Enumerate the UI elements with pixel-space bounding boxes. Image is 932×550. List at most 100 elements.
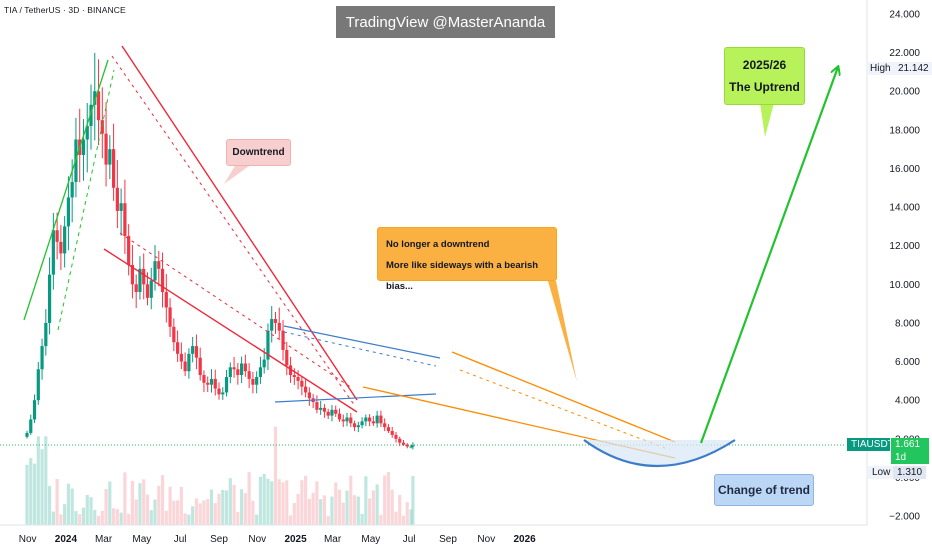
volume-bar [78,514,82,525]
candle [270,306,274,343]
candle-body [70,181,74,198]
candle [360,417,364,429]
change-of-trend-callout[interactable]: Change of trend [714,474,814,506]
candle-body [266,330,270,360]
candle [405,443,409,449]
candle [153,245,157,291]
candle-body [100,120,104,134]
candle-body [194,346,199,358]
candle-body [206,382,210,385]
volume-bar [51,511,55,525]
candle [213,369,217,396]
candle [108,135,112,180]
candle-body [285,349,289,366]
high-value: 21.142 [894,62,932,75]
candle [345,412,349,427]
volume-bar [281,482,285,525]
candle-body [251,378,255,385]
volume-bar [40,449,44,525]
candle [311,393,315,409]
volume-bar [115,509,119,525]
candle [247,363,251,389]
volume-bar [142,479,146,525]
candle [44,309,48,356]
volume-bar [213,503,217,525]
volume-bar [277,479,281,525]
candle-body [32,400,37,420]
uptrend-callout[interactable]: 2025/26 The Uptrend [724,47,805,105]
candle-body [262,359,266,368]
symbol-title[interactable]: TIA / TetherUS · 3D · BINANCE [4,5,126,15]
candle [63,216,67,268]
candle [179,342,183,370]
candle [409,444,413,449]
candle [36,361,40,405]
candle [273,311,278,334]
candle-body [213,378,217,389]
candle-body [315,402,319,410]
candle-body [409,446,413,448]
volume-bar [111,508,116,525]
volume-bar [266,478,270,525]
volume-bar [349,475,353,525]
candle-body [243,363,247,372]
candle [85,103,89,173]
candle-body [36,369,40,401]
candle-body [360,421,364,426]
candle-body [221,392,225,395]
y-tick-label: 6.000 [895,357,920,368]
volume-bar [89,497,93,525]
volume-bar [258,476,263,525]
candle [51,212,55,290]
volume-bar [288,515,293,525]
candle [379,410,383,427]
volume-bar [394,511,398,525]
volume-bar [138,483,142,525]
volume-bar [300,480,304,525]
candle [371,416,375,426]
y-tick-label: 10.000 [889,280,920,291]
x-tick-label: Sep [439,534,457,545]
candle-body [164,292,168,308]
volume-bar [236,511,240,525]
candle [66,176,71,251]
blue-triangle-lower [274,393,437,403]
x-tick-label: May [361,534,380,545]
volume-bar [153,499,157,525]
volume-bar [326,516,330,525]
x-tick-label: 2025 [284,534,307,545]
last-price-value: 1.661 [891,438,929,451]
candle-body [236,369,240,376]
candle [326,408,330,419]
downtrend-callout[interactable]: Downtrend [226,139,291,166]
candle [194,334,199,370]
volume-bars [25,426,415,525]
volume-bar [322,495,327,525]
red-downtrend-upper [121,45,358,401]
candle-body [183,361,187,372]
candle-body [383,423,387,428]
candle [202,370,206,393]
candle-body [29,419,33,433]
candle-body [93,91,97,105]
volume-bar [285,480,289,525]
candle-body [273,319,278,323]
candle-body [371,421,375,424]
volume-bar [127,513,131,525]
volume-bar [47,486,52,525]
sideways-callout[interactable]: No longer a downtrend More like sideways… [377,227,557,292]
volume-bar [70,488,74,525]
volume-bar [183,513,187,525]
candle-body [228,367,232,377]
y-tick-label: 22.000 [889,48,920,59]
candle-body [145,284,150,298]
x-tick-label: 2024 [55,534,78,545]
candle-body [375,415,379,424]
candle [228,362,232,384]
y-tick-label: 8.000 [895,318,920,329]
volume-bar [198,503,202,525]
volume-bar [85,494,89,525]
candle-body [25,432,29,437]
volume-bar [273,426,278,525]
